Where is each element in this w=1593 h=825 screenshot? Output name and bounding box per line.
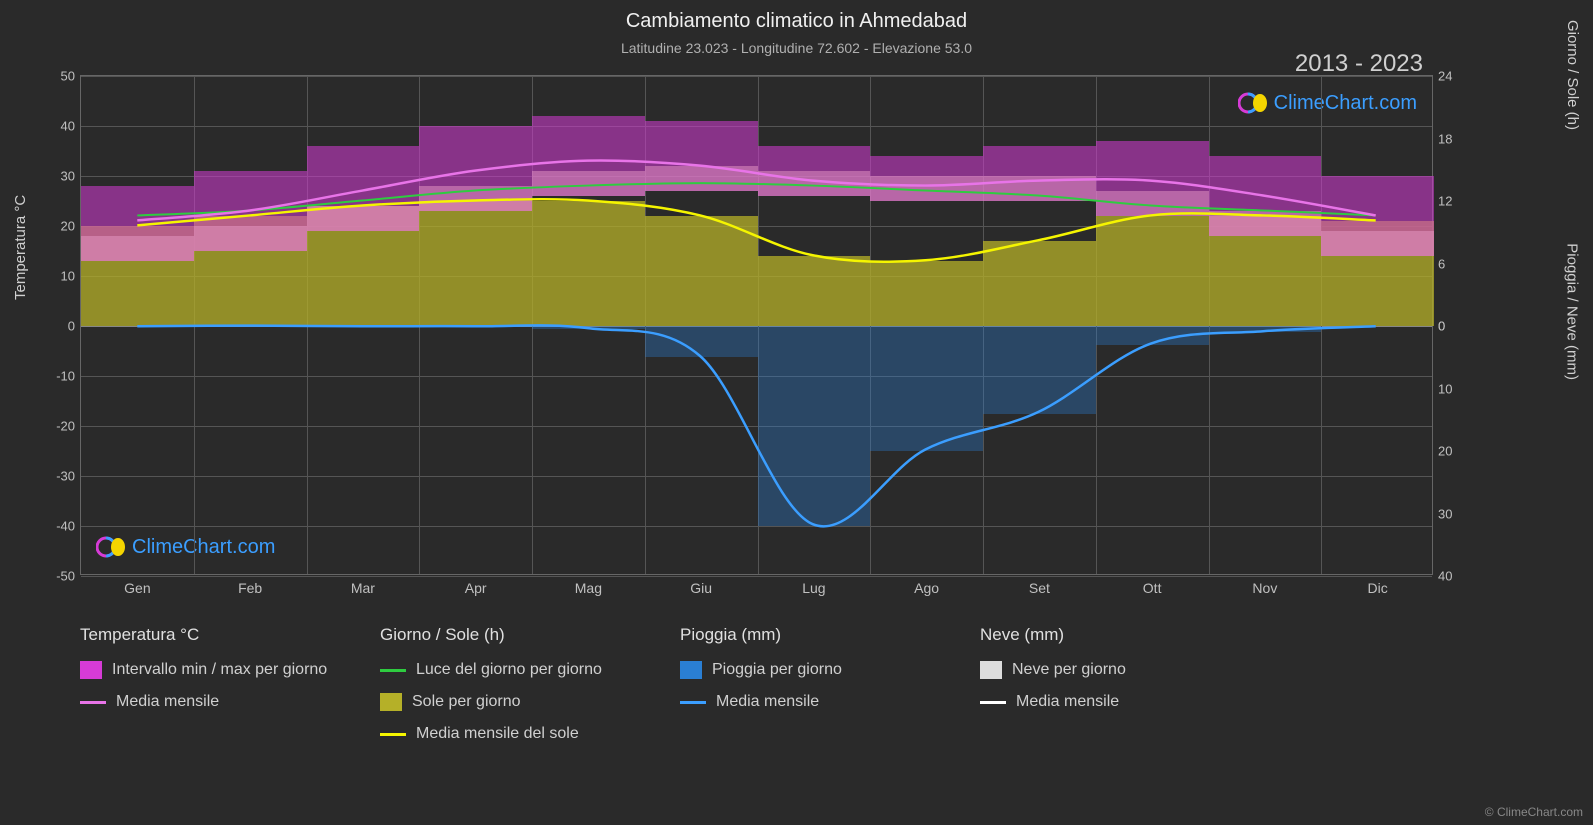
legend-item: Media mensile del sole — [380, 725, 640, 743]
xtick: Giu — [690, 580, 712, 596]
legend-item: Sole per giorno — [380, 693, 640, 711]
legend-label: Sole per giorno — [412, 693, 521, 711]
date-range-label: 2013 - 2023 — [1295, 50, 1423, 78]
legend-swatch — [380, 693, 402, 711]
ytick-left: -10 — [56, 369, 75, 384]
legend-label: Media mensile — [716, 693, 819, 711]
legend-item: Luce del giorno per giorno — [380, 661, 640, 679]
ytick-right: 10 — [1438, 381, 1452, 396]
copyright: © ClimeChart.com — [1485, 805, 1583, 819]
legend-item: Pioggia per giorno — [680, 661, 940, 679]
y-axis-right-top-label: Giorno / Sole (h) — [1564, 20, 1581, 130]
legend: Temperatura °C Intervallo min / max per g… — [80, 625, 1433, 743]
legend-swatch — [380, 669, 406, 672]
ytick-right: 20 — [1438, 444, 1452, 459]
ytick-left: -20 — [56, 419, 75, 434]
xtick: Dic — [1368, 580, 1388, 596]
rain-mean-line — [137, 325, 1375, 526]
legend-item: Media mensile — [680, 693, 940, 711]
ytick-left: 0 — [68, 319, 75, 334]
legend-item: Media mensile — [980, 693, 1240, 711]
legend-label: Media mensile — [1016, 693, 1119, 711]
plot-area: ClimeChart.com ClimeChart.com -50-40-30-… — [80, 75, 1433, 575]
xtick: Mag — [575, 580, 602, 596]
legend-column: Temperatura °C Intervallo min / max per g… — [80, 625, 340, 743]
ytick-left: -50 — [56, 569, 75, 584]
legend-label: Media mensile del sole — [416, 725, 579, 743]
legend-label: Intervallo min / max per giorno — [112, 661, 327, 679]
legend-swatch — [380, 733, 406, 736]
xtick: Set — [1029, 580, 1050, 596]
legend-title: Pioggia (mm) — [680, 625, 940, 645]
sun-mean-line — [137, 199, 1375, 262]
legend-item: Media mensile — [80, 693, 340, 711]
legend-swatch — [680, 661, 702, 679]
legend-label: Luce del giorno per giorno — [416, 661, 602, 679]
ytick-left: -30 — [56, 469, 75, 484]
xtick: Lug — [802, 580, 825, 596]
temp-mean-line — [137, 160, 1375, 220]
xtick: Ott — [1143, 580, 1162, 596]
ytick-left: 40 — [61, 119, 75, 134]
legend-column: Giorno / Sole (h) Luce del giorno per gio… — [380, 625, 640, 743]
legend-swatch — [980, 661, 1002, 679]
legend-column: Neve (mm) Neve per giorno Media mensile — [980, 625, 1240, 743]
ytick-right: 0 — [1438, 319, 1445, 334]
legend-swatch — [980, 701, 1006, 704]
ytick-right: 40 — [1438, 569, 1452, 584]
ytick-left: 50 — [61, 69, 75, 84]
legend-item: Neve per giorno — [980, 661, 1240, 679]
legend-swatch — [80, 661, 102, 679]
legend-title: Giorno / Sole (h) — [380, 625, 640, 645]
xtick: Apr — [465, 580, 487, 596]
legend-item: Intervallo min / max per giorno — [80, 661, 340, 679]
series-svg — [81, 76, 1432, 574]
legend-title: Neve (mm) — [980, 625, 1240, 645]
ytick-left: -40 — [56, 519, 75, 534]
y-axis-right-bottom-label: Pioggia / Neve (mm) — [1564, 243, 1581, 380]
xtick: Ago — [914, 580, 939, 596]
ytick-left: 10 — [61, 269, 75, 284]
legend-label: Media mensile — [116, 693, 219, 711]
chart-title: Cambiamento climatico in Ahmedabad — [0, 10, 1593, 33]
ytick-left: 20 — [61, 219, 75, 234]
legend-swatch — [680, 701, 706, 704]
y-axis-left-label: Temperatura °C — [12, 195, 29, 300]
xtick: Mar — [351, 580, 375, 596]
legend-swatch — [80, 701, 106, 704]
daylight-line — [137, 183, 1375, 215]
xtick: Nov — [1252, 580, 1277, 596]
ytick-right: 12 — [1438, 194, 1452, 209]
legend-label: Neve per giorno — [1012, 661, 1126, 679]
ytick-right: 18 — [1438, 131, 1452, 146]
gridline-h — [81, 576, 1432, 577]
ytick-right: 30 — [1438, 506, 1452, 521]
legend-column: Pioggia (mm) Pioggia per giorno Media mens… — [680, 625, 940, 743]
legend-title: Temperatura °C — [80, 625, 340, 645]
xtick: Gen — [124, 580, 150, 596]
ytick-right: 6 — [1438, 256, 1445, 271]
ytick-left: 30 — [61, 169, 75, 184]
ytick-right: 24 — [1438, 69, 1452, 84]
xtick: Feb — [238, 580, 262, 596]
legend-label: Pioggia per giorno — [712, 661, 842, 679]
chart-container: Cambiamento climatico in Ahmedabad Latit… — [0, 0, 1593, 825]
